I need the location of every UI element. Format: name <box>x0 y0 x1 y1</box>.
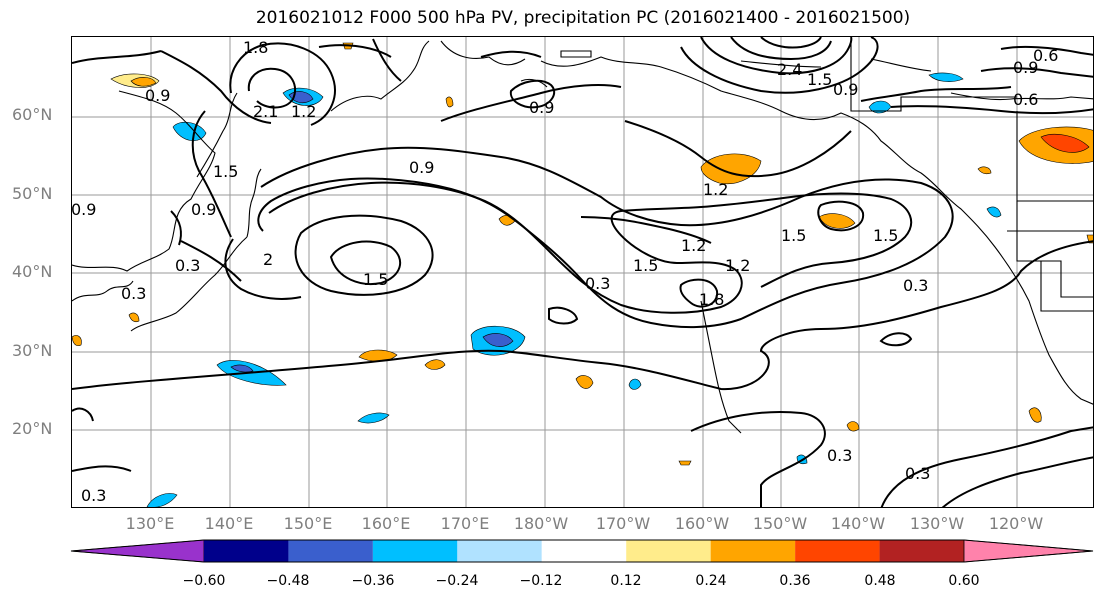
lon-label: 160°W <box>674 514 730 533</box>
colorbar-segment <box>372 540 458 562</box>
colorbar-tick-label: −0.36 <box>351 573 395 589</box>
colorbar-tick-label: 0.24 <box>695 573 727 589</box>
colorbar-segments <box>70 539 1094 563</box>
colorbar-outline <box>70 539 1094 563</box>
contour-label: 1.5 <box>873 226 898 245</box>
colorbar-tick-label: 0.12 <box>610 573 642 589</box>
lon-label: 140°E <box>204 514 254 533</box>
graticule <box>72 37 1093 507</box>
contour-label: 0.3 <box>827 446 852 465</box>
lon-label: 150°E <box>283 514 333 533</box>
colorbar-segment <box>457 540 542 562</box>
contour-label: 1.2 <box>681 236 706 255</box>
colorbar-tick-label: −0.12 <box>519 573 563 589</box>
contour-label: 1.2 <box>725 256 750 275</box>
contour-label: 2 <box>263 250 273 269</box>
contour-label: 1.5 <box>363 270 388 289</box>
contour-labels: 1.8 2.1 1.2 0.9 0.9 0.9 2.4 1.5 0.9 0.6 … <box>72 38 1058 505</box>
lat-label: 40°N <box>12 262 53 281</box>
contour-label: 0.9 <box>409 158 434 177</box>
contour-label: 1.8 <box>243 38 268 57</box>
colorbar-extend-low <box>70 539 205 563</box>
colorbar-segment <box>204 540 289 562</box>
contour-label: 1.5 <box>781 226 806 245</box>
contour-label: 0.9 <box>833 80 858 99</box>
contour-label: 0.3 <box>121 284 146 303</box>
colorbar-segment <box>879 540 964 562</box>
contour-label: 0.9 <box>72 200 96 219</box>
colorbar-segment <box>626 540 711 562</box>
lon-label: 140°W <box>830 514 886 533</box>
lon-label: 180°W <box>513 514 569 533</box>
contour-label: 0.6 <box>1013 90 1038 109</box>
colorbar-tick-label: −0.60 <box>182 573 226 589</box>
contour-label: 1.2 <box>703 180 728 199</box>
lat-label: 60°N <box>12 105 53 124</box>
colorbar <box>70 539 1094 563</box>
colorbar-tick-label: 0.48 <box>864 573 896 589</box>
colorbar-segment <box>541 540 627 562</box>
contour-label: 0.3 <box>905 464 930 483</box>
lon-label: 160°E <box>361 514 411 533</box>
lon-label: 130°W <box>909 514 965 533</box>
contour-label: 2.1 <box>253 102 278 121</box>
colorbar-tick-label: −0.48 <box>266 573 310 589</box>
contour-label: 2.4 <box>777 60 802 79</box>
contour-label: 1.2 <box>291 102 316 121</box>
contour-label: 0.9 <box>1013 58 1038 77</box>
colorbar-tick-label: −0.24 <box>435 573 479 589</box>
contour-label: 0.9 <box>145 86 170 105</box>
colorbar-segment <box>288 540 373 562</box>
lon-label: 130°E <box>125 514 175 533</box>
lon-label: 150°W <box>752 514 808 533</box>
colorbar-segment <box>795 540 880 562</box>
map-canvas: 1.8 2.1 1.2 0.9 0.9 0.9 2.4 1.5 0.9 0.6 … <box>72 37 1093 507</box>
colorbar-tick-label: 0.60 <box>948 573 980 589</box>
colorbar-segment <box>710 540 796 562</box>
pv-contours <box>72 37 1093 507</box>
contour-label: 0.3 <box>585 274 610 293</box>
map-title: 2016021012 F000 500 hPa PV, precipitatio… <box>255 8 911 28</box>
contour-label: 1.5 <box>213 162 238 181</box>
colorbar-extend-high <box>963 539 1094 563</box>
contour-label: 0.3 <box>175 256 200 275</box>
precip-patches <box>72 42 1093 507</box>
contour-label: 0.3 <box>81 486 106 505</box>
contour-label: 0.9 <box>191 200 216 219</box>
contour-label: 1.5 <box>807 70 832 89</box>
contour-label: 0.9 <box>529 98 554 117</box>
contour-label: 1.5 <box>633 256 658 275</box>
lon-label: 170°W <box>595 514 651 533</box>
lon-label: 120°W <box>988 514 1044 533</box>
map-panel: 1.8 2.1 1.2 0.9 0.9 0.9 2.4 1.5 0.9 0.6 … <box>71 36 1094 508</box>
lat-label: 20°N <box>12 419 53 438</box>
colorbar-tick-label: 0.36 <box>779 573 811 589</box>
contour-label: 0.6 <box>1033 46 1058 65</box>
coastlines <box>72 37 1093 434</box>
contour-label: 1.8 <box>699 290 724 309</box>
contour-label: 0.3 <box>903 276 928 295</box>
lat-label: 50°N <box>12 184 53 203</box>
lon-label: 170°E <box>440 514 490 533</box>
lat-label: 30°N <box>12 341 53 360</box>
